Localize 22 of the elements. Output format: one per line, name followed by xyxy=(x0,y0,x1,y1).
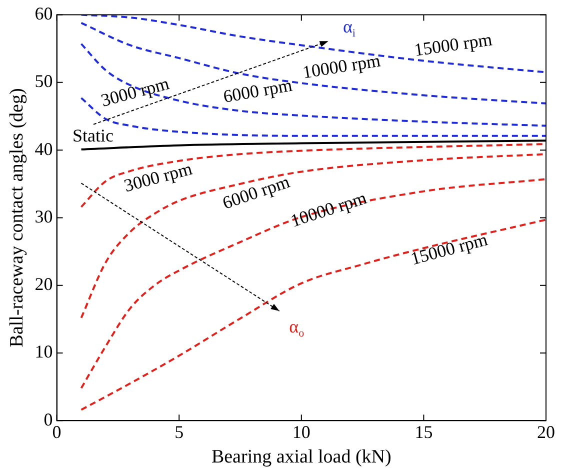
y-tick-label: 20 xyxy=(34,274,53,294)
x-tick-label: 5 xyxy=(174,422,184,442)
y-tick-label: 0 xyxy=(44,409,53,430)
x-axis-title: Bearing axial load (kN) xyxy=(211,446,392,468)
annotation: 15000 rpm xyxy=(412,29,494,60)
y-tick-label: 10 xyxy=(34,342,53,362)
annotation: 15000 rpm xyxy=(408,229,490,269)
x-tick-label: 10 xyxy=(292,422,310,442)
y-tick-label: 50 xyxy=(34,71,53,92)
y-tick-label: 30 xyxy=(34,206,53,226)
y-tick-label: 60 xyxy=(34,4,53,24)
line-series xyxy=(80,153,546,319)
annotation: 3000 rpm xyxy=(98,73,172,110)
annotation: 3000 rpm xyxy=(122,158,194,196)
annotation: 6000 rpm xyxy=(222,74,294,107)
x-tick-label: 15 xyxy=(414,422,433,442)
y-axis-title: Ball-raceway contact angles (deg) xyxy=(6,88,28,348)
annotation: Static xyxy=(72,125,114,146)
y-tick-label: 40 xyxy=(34,138,53,159)
line-series xyxy=(80,22,546,104)
x-tick-label: 20 xyxy=(537,422,555,442)
annotation: 10000 rpm xyxy=(301,50,382,82)
